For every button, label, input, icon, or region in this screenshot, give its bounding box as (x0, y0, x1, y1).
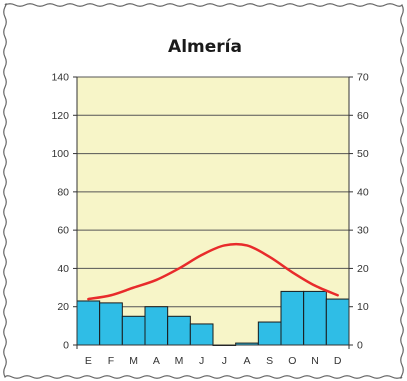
precipitation-bar (76, 300, 101, 346)
month-tick-label: A (153, 355, 160, 367)
precipitation-bar (99, 302, 123, 346)
month-tick-label: M (129, 355, 138, 367)
right-axis-tick-label: 30 (357, 225, 369, 237)
right-axis-tick-label: 0 (357, 340, 363, 352)
axes (73, 76, 353, 349)
month-tick-label: M (175, 355, 184, 367)
precipitation-bar (303, 290, 327, 346)
month-tick-label: D (334, 355, 342, 367)
precipitation-bar (121, 315, 146, 346)
left-axis-tick-label: 40 (57, 263, 69, 275)
left-axis-tick-label: 140 (51, 72, 69, 84)
month-tick-label: A (243, 355, 250, 367)
temperature-line (87, 242, 339, 301)
wavy-frame-border (3, 3, 404, 379)
precipitation-bar (325, 298, 350, 346)
right-axis-tick-label: 60 (357, 110, 369, 122)
month-tick-label: N (311, 355, 319, 367)
left-axis-tick-label: 0 (63, 340, 69, 352)
precipitation-bar (189, 323, 214, 346)
right-axis-tick-label: 20 (357, 263, 369, 275)
left-axis-tick-label: 20 (57, 301, 69, 313)
precipitation-bar (167, 315, 191, 346)
month-tick-label: O (288, 355, 296, 367)
right-axis-tick-label: 40 (357, 186, 369, 198)
month-tick-label: F (108, 355, 114, 367)
chart-title: Almería (168, 37, 242, 57)
month-tick-label: J (199, 355, 204, 367)
left-axis-tick-label: 80 (57, 186, 69, 198)
precipitation-bar (144, 306, 169, 346)
right-axis-tick-label: 50 (357, 148, 369, 160)
left-axis-tick-label: 120 (51, 110, 69, 122)
precipitation-bar (257, 321, 282, 346)
right-axis-tick-labels: 0 10 20 30 40 50 60 70 (357, 72, 369, 352)
month-tick-label: S (266, 355, 273, 367)
right-axis-tick-label: 70 (357, 72, 369, 84)
precipitation-bar (280, 290, 305, 346)
left-axis-tick-label: 60 (57, 225, 69, 237)
month-tick-label: E (85, 355, 92, 367)
left-axis-tick-label: 100 (51, 148, 69, 160)
right-axis-tick-label: 10 (357, 301, 369, 313)
left-axis-tick-labels: 0 20 40 60 80 100 120 140 (51, 72, 69, 352)
month-tick-label: J (222, 355, 227, 367)
